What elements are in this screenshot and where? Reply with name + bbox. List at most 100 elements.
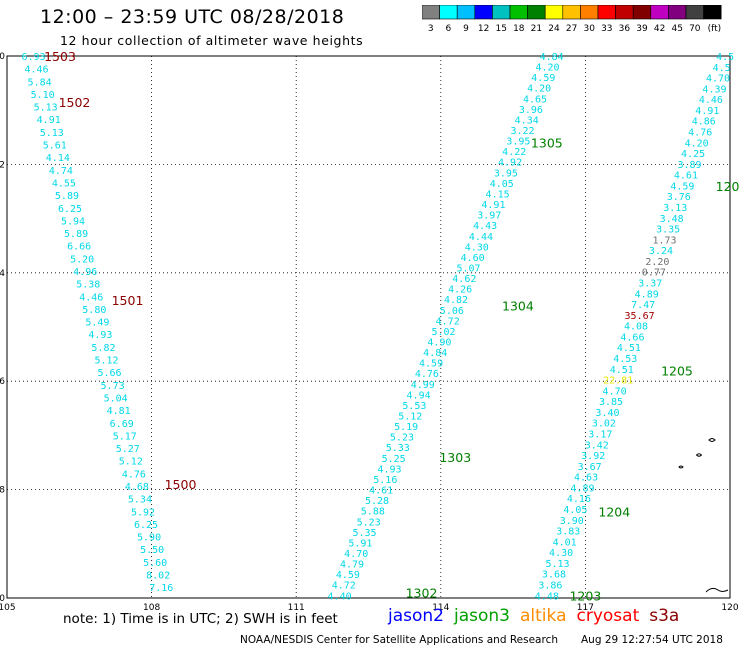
swh-value-label: 3.83 [556,527,580,538]
swh-value-label: 5.23 [390,433,414,444]
color-scale-label: 3 [428,24,434,34]
swh-value-label: 4.22 [502,147,526,158]
swh-value-label: 5.60 [143,558,167,569]
swh-value-label: 5.10 [31,90,55,101]
swh-value-label: 35.67 [625,311,655,322]
longitude-tick-label: 114 [432,603,449,613]
latitude-tick-label: -12 [0,160,5,170]
swh-value-label: 7.47 [631,300,655,311]
island-outline [708,438,716,442]
color-scale-label: 39 [636,24,648,34]
swh-value-label: 3.02 [592,419,616,430]
swh-value-label: 5.12 [398,412,422,423]
swh-value-label: 3.13 [663,203,687,214]
swh-value-label: 3.24 [649,246,673,257]
color-scale-label: (ft) [708,24,722,34]
swh-value-label: 5.12 [94,356,118,367]
swh-value-label: 4.30 [465,242,489,253]
swh-value-label: 3.90 [560,516,584,527]
swh-value-label: 2.20 [645,257,669,268]
swh-value-label: 4.59 [336,570,360,581]
swh-value-label: 4.05 [563,505,587,516]
swh-value-label: 4.61 [674,171,698,182]
swh-value-label: 4.20 [685,138,709,149]
swh-value-label: 4.43 [473,221,497,232]
swh-value-label: 4.94 [407,390,431,401]
swh-value-label: 5.04 [104,393,128,404]
swh-value-label: 5.53 [402,401,426,412]
swh-value-label: 3.97 [477,211,501,222]
swh-value-label: 3.85 [599,397,623,408]
swh-value-label: 5.91 [348,538,372,549]
swh-value-label: 5.50 [140,545,164,556]
swh-value-label: 5.89 [55,191,79,202]
swh-value-label: 0.77 [642,268,666,279]
swh-value-label: 6.66 [67,242,91,253]
latitude-tick-label: -16 [0,377,5,387]
swh-value-label: 4.66 [620,332,644,343]
color-scale-label: 15 [495,24,506,34]
swh-value-label: 6.25 [58,204,82,215]
swh-value-label: 4.30 [549,548,573,559]
color-scale-label: 42 [654,24,665,34]
swh-value-label: 3.89 [677,160,701,171]
swh-value-label: 3.86 [538,581,562,592]
swh-value-label: 4.72 [436,316,460,327]
swh-value-label: 4.91 [695,106,719,117]
swh-value-label: 4.74 [49,166,73,177]
swh-value-label: 5.89 [64,229,88,240]
swh-value-label: 4.16 [567,494,591,505]
satellite-legend-item: altika [520,606,567,626]
swh-value-label: 6.69 [110,419,134,430]
swh-value-label: 4.46 [79,292,103,303]
pass-number-label: 1503 [44,49,76,64]
swh-value-label: 6.93 [21,52,45,63]
swh-value-label: 4.84 [423,348,447,359]
swh-value-label: 6.25 [134,520,158,531]
page-subtitle: 12 hour collection of altimeter wave hei… [60,33,364,48]
swh-value-label: 5.73 [101,381,125,392]
swh-value-label: 5.23 [357,517,381,528]
satellite-legend-item: jason3 [454,606,510,626]
pass-number-label: 1501 [112,293,144,308]
swh-value-label: 4.82 [444,295,468,306]
timestamp-text: Aug 29 12:27:54 UTC 2018 [581,634,723,646]
swh-value-label: 4.59 [419,359,443,370]
swh-value-label: 4.25 [681,149,705,160]
color-scale-label: 24 [548,24,560,34]
swh-value-label: 4.62 [452,274,476,285]
swh-value-label: 4.70 [706,74,730,85]
color-scale-label: 6 [446,24,452,34]
pass-number-label: 1500 [165,477,197,492]
satellite-legend-item: jason2 [388,606,444,626]
color-scale-swatch [703,5,722,20]
swh-value-label: 5.13 [34,103,58,114]
swh-value-label: 4.5 [713,63,731,74]
color-scale-label: 27 [566,24,577,34]
color-scale-label: 21 [531,24,542,34]
credit-text: NOAA/NESDIS Center for Satellite Applica… [240,634,558,646]
color-scale-label: 12 [478,24,489,34]
longitude-tick-label: 120 [721,603,738,613]
swh-value-label: 5.38 [76,280,100,291]
swh-value-label: 4.59 [670,181,694,192]
swh-value-label: 4.93 [88,330,112,341]
swh-value-label: 5.88 [361,507,385,518]
swh-value-label: 4.70 [603,386,627,397]
swh-value-label: 3.95 [506,137,530,148]
color-scale-label: 9 [463,24,469,34]
color-scale-label: 33 [601,24,612,34]
swh-value-label: 5.35 [352,528,376,539]
swh-value-label: 3.95 [494,168,518,179]
swh-value-label: 8.02 [146,571,170,582]
color-scale-label: 70 [689,24,701,34]
swh-value-label: 4.65 [523,94,547,105]
swh-value-label: 4.84 [540,52,564,63]
satellite-legend-item: cryosat [576,606,640,626]
footnote: note: 1) Time is in UTC; 2) SWH is in fe… [63,611,338,627]
swh-value-label: 4.46 [25,65,49,76]
swh-value-label: 4.51 [617,343,641,354]
swh-value-label: 5.20 [70,254,94,265]
swh-value-label: 4.60 [461,253,485,264]
